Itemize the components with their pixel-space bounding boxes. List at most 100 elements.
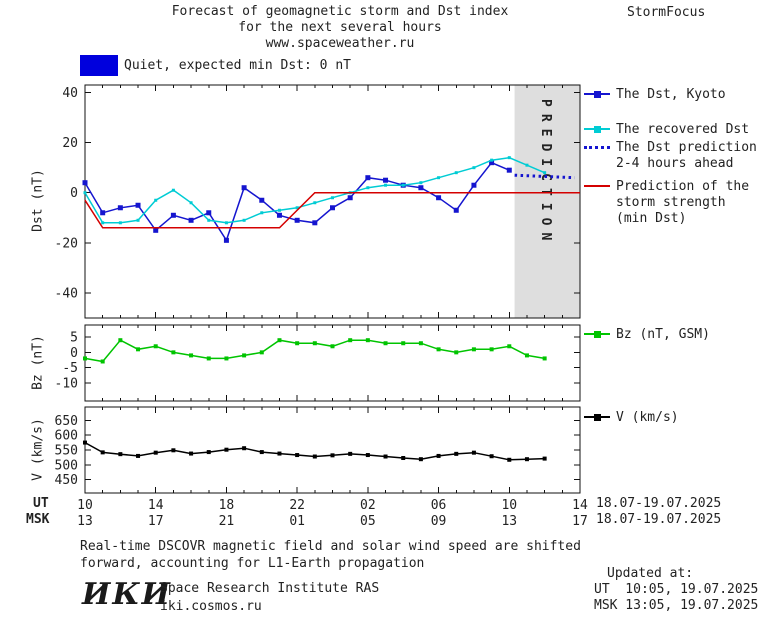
prediction-zone bbox=[514, 85, 580, 318]
institute-name: Space Research Institute RAS bbox=[160, 581, 380, 596]
series-marker-v bbox=[206, 450, 211, 455]
x-tick-msk-label: 17 bbox=[572, 514, 588, 529]
series-marker-v bbox=[348, 451, 353, 456]
series-marker-v bbox=[242, 446, 247, 451]
series-marker-bz bbox=[83, 356, 87, 361]
series-marker-dst-kyoto bbox=[471, 182, 477, 188]
legend-recovered-dst-label: The recovered Dst bbox=[616, 122, 750, 137]
series-marker-v bbox=[189, 451, 194, 456]
series-marker-v bbox=[542, 456, 547, 461]
series-marker-dst-kyoto bbox=[294, 217, 300, 223]
dst-kyoto-swatch bbox=[584, 89, 610, 100]
series-marker-v bbox=[295, 453, 300, 458]
series-marker-v bbox=[100, 450, 105, 455]
x-tick-msk-label: 09 bbox=[431, 514, 447, 529]
series-marker-recovered-dst bbox=[384, 183, 388, 187]
x-tick-ut-label: 10 bbox=[501, 498, 517, 513]
y-tick-label: -20 bbox=[55, 236, 78, 251]
series-marker-v bbox=[401, 456, 406, 461]
series-marker-v bbox=[418, 457, 423, 462]
series-marker-bz bbox=[507, 344, 512, 349]
brand-label: StormFocus bbox=[627, 5, 706, 20]
series-marker-bz bbox=[471, 347, 476, 352]
series-marker-v bbox=[524, 457, 529, 462]
series-marker-v bbox=[330, 453, 335, 458]
series-marker-v bbox=[171, 448, 176, 453]
series-marker-bz bbox=[312, 341, 317, 346]
series-marker-recovered-dst bbox=[260, 211, 264, 215]
series-marker-v bbox=[118, 452, 123, 457]
institute-site: iki.cosmos.ru bbox=[160, 599, 262, 614]
v-axis-label: V (km/s) bbox=[30, 418, 46, 481]
y-tick-label: 5 bbox=[70, 331, 78, 346]
msk-date-range: 18.07-19.07.2025 bbox=[596, 512, 722, 527]
series-marker-dst-kyoto bbox=[365, 175, 371, 181]
status-banner-label: Quiet, expected min Dst: 0 nT bbox=[124, 58, 351, 73]
v-swatch bbox=[584, 412, 610, 423]
series-marker-dst-kyoto bbox=[489, 160, 495, 166]
y-tick-label: 600 bbox=[55, 429, 78, 444]
series-marker-bz bbox=[206, 356, 211, 361]
title-line-1: Forecast of geomagnetic storm and Dst in… bbox=[171, 4, 509, 19]
series-marker-dst-kyoto bbox=[418, 185, 424, 191]
updated-msk: MSK 13:05, 19.07.2025 bbox=[594, 598, 759, 613]
x-tick-ut-label: 06 bbox=[431, 498, 447, 513]
series-marker-bz bbox=[418, 341, 423, 346]
series-marker-recovered-dst bbox=[83, 191, 87, 195]
series-marker-dst-kyoto bbox=[453, 207, 459, 213]
series-recovered-dst bbox=[84, 156, 545, 224]
series-marker-dst-kyoto bbox=[347, 195, 353, 201]
series-marker-v bbox=[259, 450, 264, 455]
series-marker-recovered-dst bbox=[490, 158, 494, 162]
legend-dst-kyoto: The Dst, Kyoto bbox=[584, 87, 726, 103]
ut-date-range: 18.07-19.07.2025 bbox=[596, 496, 722, 511]
legend-dst-prediction-line1: The Dst prediction bbox=[616, 140, 757, 155]
y-tick-label: 0 bbox=[70, 346, 78, 361]
series-marker-dst-kyoto bbox=[100, 210, 106, 216]
series-marker-bz bbox=[489, 347, 494, 352]
series-marker-recovered-dst bbox=[154, 198, 158, 202]
legend-storm-strength-line3: (min Dst) bbox=[616, 211, 687, 226]
series-marker-v bbox=[312, 454, 317, 459]
series-marker-dst-kyoto bbox=[506, 167, 512, 173]
series-marker-recovered-dst bbox=[419, 181, 423, 185]
series-marker-bz bbox=[542, 356, 547, 361]
series-marker-recovered-dst bbox=[189, 201, 193, 205]
series-marker-bz bbox=[330, 344, 335, 349]
x-tick-msk-label: 17 bbox=[148, 514, 164, 529]
series-marker-bz bbox=[348, 338, 353, 343]
panel-frame-0 bbox=[84, 84, 581, 319]
status-color-swatch bbox=[80, 55, 118, 76]
x-tick-ut-label: 18 bbox=[219, 498, 235, 513]
x-tick-msk-label: 21 bbox=[219, 514, 235, 529]
footer-note-line1: Real-time DSCOVR magnetic field and sola… bbox=[80, 539, 581, 554]
iki-logo: ИКИ bbox=[82, 577, 172, 612]
series-marker-dst-kyoto bbox=[259, 197, 265, 203]
legend-storm-strength-line2: storm strength bbox=[616, 195, 726, 210]
y-tick-label: 40 bbox=[62, 86, 78, 101]
y-tick-label: -5 bbox=[62, 361, 78, 376]
series-marker-recovered-dst bbox=[224, 221, 228, 225]
series-marker-recovered-dst bbox=[331, 196, 334, 200]
page-title: Forecast of geomagnetic storm and Dst in… bbox=[80, 4, 600, 52]
x-tick-ut-label: 14 bbox=[572, 498, 588, 513]
series-marker-v bbox=[507, 457, 512, 462]
y-tick-label: -10 bbox=[55, 376, 78, 391]
series-marker-v bbox=[489, 454, 494, 459]
legend-storm-strength: Prediction of the storm strength (min Ds… bbox=[584, 179, 749, 227]
series-dst-prediction bbox=[514, 173, 575, 180]
series-marker-recovered-dst bbox=[101, 221, 105, 225]
series-marker-recovered-dst bbox=[401, 183, 405, 187]
series-marker-bz bbox=[436, 347, 441, 352]
series-marker-recovered-dst bbox=[136, 218, 140, 222]
y-tick-label: 20 bbox=[62, 136, 78, 151]
series-marker-dst-kyoto bbox=[223, 237, 229, 243]
series-marker-v bbox=[83, 440, 87, 445]
updated-ut: UT 10:05, 19.07.2025 bbox=[594, 582, 759, 597]
series-dst-kyoto bbox=[84, 161, 510, 243]
title-line-2: for the next several hours bbox=[238, 20, 442, 35]
x-tick-msk-label: 01 bbox=[289, 514, 305, 529]
series-marker-bz bbox=[401, 341, 406, 346]
x-tick-msk-label: 13 bbox=[77, 514, 93, 529]
